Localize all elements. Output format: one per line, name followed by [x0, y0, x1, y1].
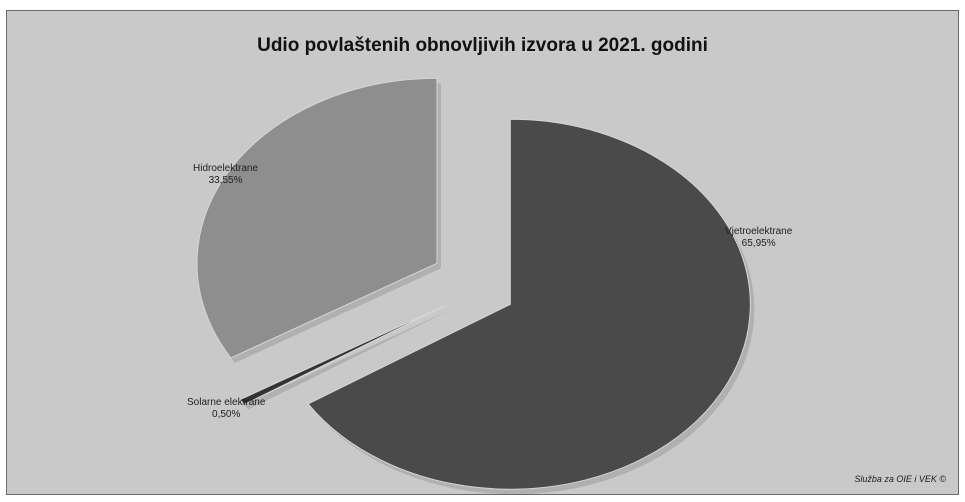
slice-value: 0,50% — [212, 409, 241, 420]
slice-label-vjetroelektrane: Vjetroelektrane 65,95% — [725, 226, 792, 250]
pie-slice-solarne-elektrane — [239, 304, 447, 406]
pie-slice-hidroelektrane — [196, 77, 438, 359]
slice-value: 33,55% — [208, 175, 243, 186]
chart-title: Udio povlaštenih obnovljivih izvora u 20… — [257, 35, 708, 56]
chart-frame: Udio povlaštenih obnovljivih izvora u 20… — [6, 10, 959, 495]
pie-slice-vjetroelektrane — [307, 118, 751, 490]
slice-label-hidroelektrane: Hidroelektrane 33,55% — [193, 163, 258, 187]
slice-value: 65,95% — [741, 238, 776, 249]
pie-chart — [196, 77, 755, 494]
slice-shadow — [244, 309, 451, 410]
source-note: Služba za OIE i VEK © — [854, 474, 946, 484]
slice-name: Hidroelektrane — [193, 163, 259, 174]
slice-name: Vjetroelektrane — [725, 226, 793, 237]
slice-label-solarne-elektrane: Solarne elektrane 0,50% — [187, 397, 265, 421]
slice-name: Solarne elektrane — [187, 397, 266, 408]
